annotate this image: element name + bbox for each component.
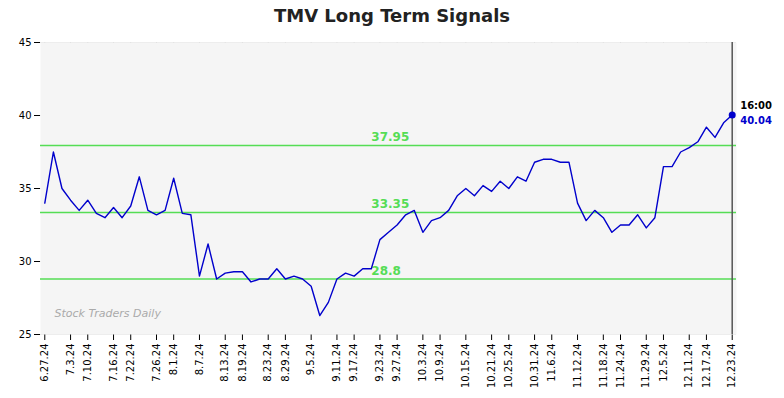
- svg-text:10.31.24: 10.31.24: [529, 344, 540, 389]
- svg-text:9.27.24: 9.27.24: [391, 344, 402, 382]
- svg-text:12.17.24: 12.17.24: [701, 344, 712, 389]
- svg-text:8.1.24: 8.1.24: [168, 344, 179, 376]
- svg-text:8.29.24: 8.29.24: [280, 344, 291, 382]
- svg-text:10.25.24: 10.25.24: [503, 344, 514, 389]
- svg-text:8.19.24: 8.19.24: [237, 344, 248, 382]
- svg-text:7.3.24: 7.3.24: [65, 344, 76, 376]
- svg-text:8.13.24: 8.13.24: [219, 344, 230, 382]
- svg-text:8.23.24: 8.23.24: [262, 344, 273, 382]
- svg-text:33.35: 33.35: [371, 197, 409, 211]
- svg-text:9.11.24: 9.11.24: [331, 344, 342, 382]
- svg-text:25: 25: [19, 329, 32, 340]
- svg-text:6.27.24: 6.27.24: [39, 344, 50, 382]
- svg-text:8.7.24: 8.7.24: [194, 344, 205, 376]
- svg-text:40: 40: [19, 110, 32, 121]
- svg-text:35: 35: [19, 183, 32, 194]
- svg-text:11.6.24: 11.6.24: [546, 344, 557, 382]
- html-text:TMV Long Term Signals: TMV Long Term Signals: [274, 5, 510, 26]
- svg-text:10.15.24: 10.15.24: [460, 344, 471, 389]
- svg-text:37.95: 37.95: [371, 130, 409, 144]
- svg-text:11.12.24: 11.12.24: [572, 344, 583, 389]
- svg-text:28.8: 28.8: [371, 264, 401, 278]
- svg-text:10.21.24: 10.21.24: [486, 344, 497, 389]
- svg-text:11.24.24: 11.24.24: [615, 344, 626, 389]
- svg-text:40.04: 40.04: [740, 115, 772, 126]
- svg-text:7.22.24: 7.22.24: [125, 344, 136, 382]
- svg-text:7.26.24: 7.26.24: [151, 344, 162, 382]
- svg-text:11.29.24: 11.29.24: [640, 344, 651, 389]
- svg-text:11.18.24: 11.18.24: [598, 344, 609, 389]
- svg-text:9.23.24: 9.23.24: [374, 344, 385, 382]
- svg-text:9.5.24: 9.5.24: [305, 344, 316, 376]
- svg-text:7.16.24: 7.16.24: [108, 344, 119, 382]
- svg-text:7.10.24: 7.10.24: [82, 344, 93, 382]
- svg-text:12.11.24: 12.11.24: [683, 344, 694, 389]
- svg-text:12.23.24: 12.23.24: [726, 344, 737, 389]
- svg-text:9.17.24: 9.17.24: [348, 344, 359, 382]
- svg-text:16:00: 16:00: [740, 100, 772, 111]
- svg-text:12.5.24: 12.5.24: [658, 344, 669, 382]
- svg-text:45: 45: [19, 37, 32, 48]
- svg-text:10.3.24: 10.3.24: [417, 344, 428, 382]
- svg-text:Stock Traders Daily: Stock Traders Daily: [55, 307, 162, 320]
- svg-text:30: 30: [19, 256, 32, 267]
- svg-text:10.9.24: 10.9.24: [434, 344, 445, 382]
